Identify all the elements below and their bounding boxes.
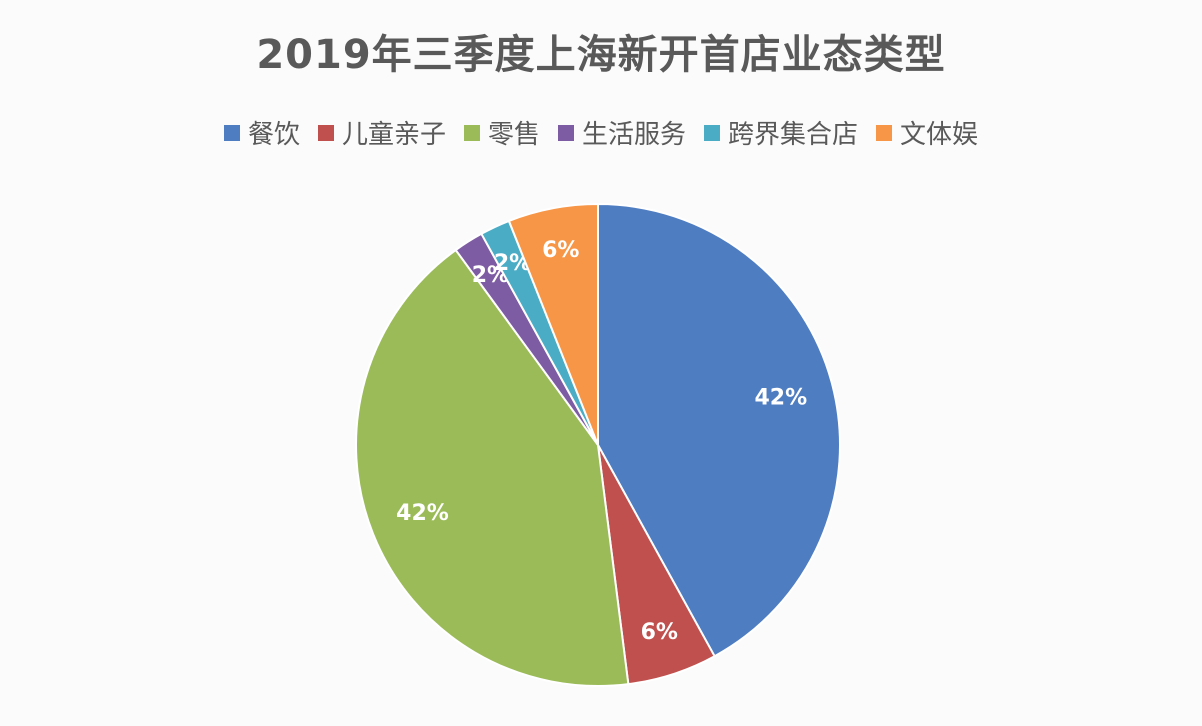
legend-item: 跨界集合店 [704, 114, 858, 151]
legend-label: 零售 [487, 120, 540, 150]
legend-swatch [876, 124, 893, 141]
chart-title: 2019年三季度上海新开首店业态类型 [256, 32, 946, 78]
legend-label: 文体娱 [900, 120, 979, 150]
slice-label: 6% [542, 238, 579, 263]
legend-swatch [704, 124, 721, 141]
slice-label: 6% [641, 620, 678, 645]
legend-label: 餐饮 [247, 120, 300, 150]
legend-label: 生活服务 [582, 120, 687, 150]
legend-item: 文体娱 [876, 114, 978, 151]
legend-label: 跨界集合店 [728, 120, 859, 150]
pie-slice [507, 202, 599, 446]
slice-label: 42% [396, 501, 449, 526]
legend-item: 生活服务 [558, 114, 686, 151]
legend-swatch [558, 124, 574, 141]
legend-swatch [223, 124, 240, 141]
pie-slice [597, 202, 841, 658]
legend-swatch [463, 124, 480, 141]
legend-item: 儿童亲子 [317, 114, 446, 151]
chart-legend: 餐饮 儿童亲子 零售 生活服务 跨界集合店 文体娱 [0, 114, 1202, 151]
slice-label: 42% [754, 385, 807, 410]
legend-swatch [317, 124, 334, 141]
legend-item: 餐饮 [223, 114, 300, 151]
pie-slice [355, 248, 630, 687]
legend-label: 儿童亲子 [341, 120, 446, 150]
legend-item: 零售 [463, 114, 540, 151]
